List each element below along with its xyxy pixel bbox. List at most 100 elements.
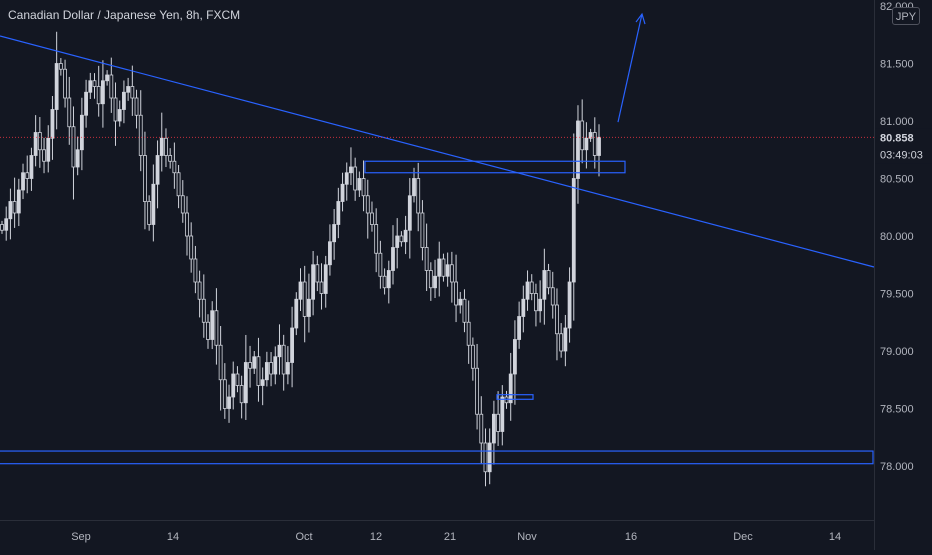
candle-body — [466, 321, 471, 346]
candle-body — [269, 362, 273, 375]
candle-body — [483, 442, 488, 473]
x-tick-label: Sep — [71, 531, 91, 543]
price-axis[interactable]: 82.00081.50081.00080.50080.00079.50079.0… — [880, 1, 914, 473]
candle-body — [315, 264, 320, 283]
candle-body — [353, 166, 358, 191]
candle-body — [580, 120, 585, 151]
candle-body — [290, 327, 294, 363]
candle-body — [395, 235, 400, 248]
candle-body — [210, 310, 215, 340]
candle-body — [592, 132, 597, 156]
candle-body — [433, 275, 437, 289]
candle-body — [218, 344, 223, 381]
candle-body — [67, 97, 72, 128]
candle-body — [58, 63, 63, 70]
candle-body — [180, 195, 185, 214]
candle-body — [29, 155, 34, 179]
candle-body — [491, 413, 496, 444]
candle-body — [386, 270, 391, 289]
candle-body — [588, 132, 593, 139]
candle-body — [525, 281, 530, 300]
candle-body — [281, 344, 286, 375]
candle-body — [378, 252, 383, 277]
candle-body — [584, 137, 589, 151]
time-axis[interactable]: Sep 14 Oct 12 21 Nov 16 Dec 14 — [71, 531, 841, 543]
candle-body — [126, 86, 131, 93]
x-tick-label: 12 — [370, 531, 382, 543]
candle-body — [185, 212, 189, 237]
candle-body — [71, 126, 76, 168]
candle-body — [8, 201, 13, 220]
candle-body — [138, 114, 143, 156]
candle-body — [201, 298, 206, 323]
candle-body — [155, 155, 160, 185]
candle-body — [407, 195, 412, 231]
candle-body — [79, 114, 84, 151]
candle-body — [235, 373, 240, 386]
drawings-layer — [0, 12, 875, 465]
projection-arrow[interactable] — [617, 13, 643, 123]
candle-body — [147, 201, 152, 225]
x-tick-label: 21 — [444, 531, 456, 543]
candle-body — [424, 247, 429, 271]
candle-body — [428, 270, 433, 289]
candle-body — [130, 86, 135, 99]
descending-trendline[interactable] — [0, 35, 875, 268]
candle-body — [323, 264, 328, 294]
local-support-zone[interactable] — [496, 394, 534, 400]
candle-body — [197, 281, 202, 300]
candle-body — [151, 183, 156, 225]
candle-body — [117, 109, 122, 122]
candle-body — [101, 80, 105, 105]
candle-body — [487, 442, 492, 473]
currency-badge[interactable]: JPY — [892, 7, 920, 25]
candle-body — [4, 218, 9, 231]
x-tick-label: Nov — [517, 531, 537, 543]
major-support-zone[interactable] — [0, 450, 874, 465]
candle-body — [143, 155, 147, 202]
candle-body — [172, 160, 177, 174]
candle-body — [63, 68, 67, 99]
candle-body — [332, 224, 337, 243]
candle-body — [567, 281, 572, 329]
candle-body — [256, 356, 261, 386]
candle-body — [416, 178, 421, 214]
candle-body — [361, 178, 366, 197]
candle-body — [109, 74, 114, 99]
candle-body — [298, 281, 303, 300]
candle-body — [113, 97, 118, 122]
candle-body — [176, 172, 181, 197]
candle-body — [454, 281, 458, 306]
y-tick-label: 78.000 — [880, 461, 914, 473]
y-tick-label: 79.000 — [880, 346, 914, 358]
candle-body — [159, 137, 164, 156]
candle-body — [206, 321, 210, 340]
y-tick-label: 80.500 — [880, 174, 914, 186]
candle-body — [37, 132, 42, 151]
candle-body — [357, 178, 362, 191]
candle-body — [328, 241, 332, 266]
candle-body — [21, 172, 25, 191]
candle-body — [277, 344, 282, 358]
candle-body — [33, 132, 38, 156]
candle-body — [462, 298, 467, 323]
candle-body — [336, 201, 341, 225]
candle-body — [12, 201, 17, 214]
candle-body — [227, 396, 231, 409]
candle-body — [571, 178, 576, 283]
candle-body — [248, 362, 252, 369]
candle-body — [365, 195, 370, 214]
resistance-zone[interactable] — [364, 160, 626, 174]
candle-body — [46, 137, 51, 162]
candle-body — [88, 80, 93, 93]
candle-body — [508, 373, 513, 404]
candle-body — [344, 172, 349, 185]
candle-body — [189, 235, 194, 260]
candle-body — [164, 137, 168, 156]
candle-body — [441, 258, 446, 277]
candle-body — [597, 136, 601, 156]
candle-body — [231, 373, 236, 398]
